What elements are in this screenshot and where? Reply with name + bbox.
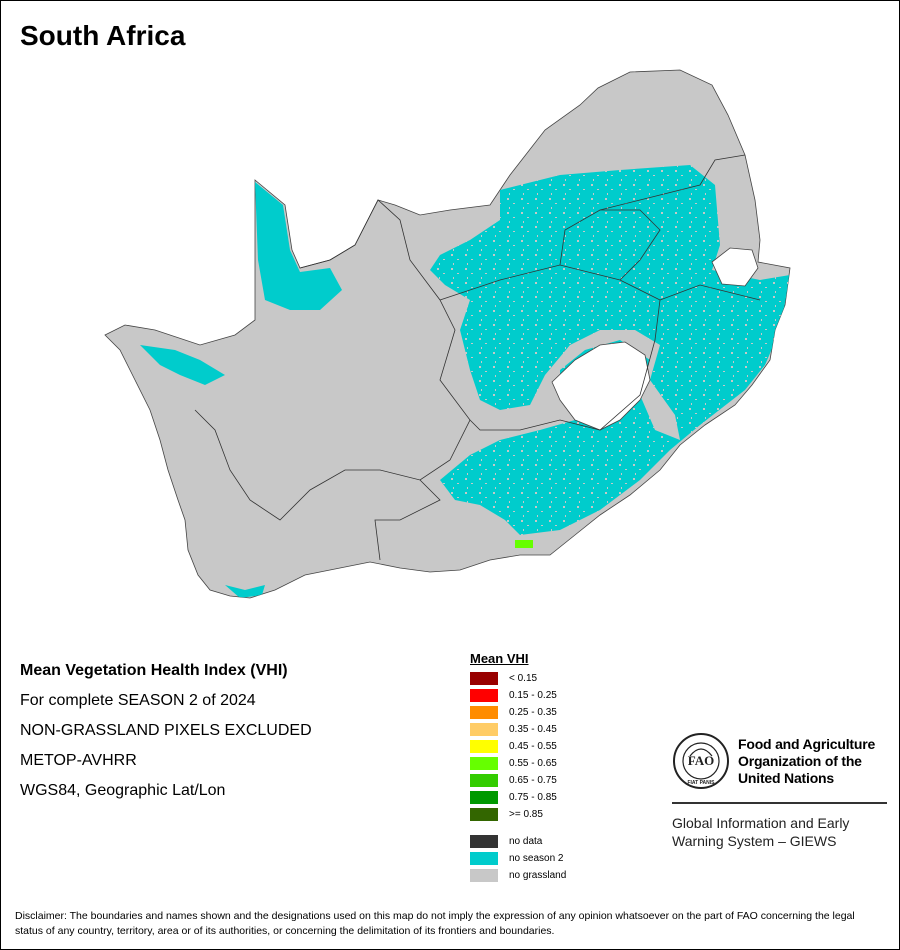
legend-item: 0.55 - 0.65	[470, 755, 566, 772]
legend-title: Mean VHI	[470, 651, 529, 666]
legend-swatch	[470, 791, 498, 804]
legend-item: no data	[470, 833, 566, 850]
legend-label: 0.55 - 0.65	[509, 758, 557, 769]
boundary-limpopo-mpumalanga	[599, 154, 746, 211]
fao-logo-motto: FIAT PANIS	[687, 780, 715, 786]
legend-item: < 0.15	[470, 670, 566, 687]
legend-item: >= 0.85	[470, 806, 566, 823]
fao-divider	[672, 802, 887, 804]
giews-line: Warning System – GIEWS	[672, 833, 837, 849]
no-season-2-areas	[140, 165, 790, 598]
legend-swatch	[470, 757, 498, 770]
legend-label: 0.35 - 0.45	[509, 724, 557, 735]
legend-label: no grassland	[509, 870, 567, 881]
legend-item: 0.35 - 0.45	[470, 721, 566, 738]
info-sensor: METOP-AVHRR	[20, 752, 137, 769]
legend-item: no season 2	[470, 850, 566, 867]
fao-name: Food and Agriculture Organization of the…	[738, 736, 875, 787]
info-title: Mean Vegetation Health Index (VHI)	[20, 662, 288, 679]
legend-item: 0.65 - 0.75	[470, 772, 566, 789]
info-exclusion: NON-GRASSLAND PIXELS EXCLUDED	[20, 722, 312, 739]
legend-label: 0.65 - 0.75	[509, 775, 557, 786]
fao-name-line: Organization of the	[738, 752, 862, 769]
eswatini	[711, 247, 759, 287]
legend-swatch	[470, 774, 498, 787]
legend-swatch	[470, 672, 498, 685]
legend-swatch	[470, 723, 498, 736]
legend-swatch	[470, 835, 498, 848]
legend-item: 0.45 - 0.55	[470, 738, 566, 755]
boundary-gauteng	[559, 209, 661, 281]
fao-block: FAO FIAT PANIS Food and Agriculture Orga…	[672, 732, 888, 850]
legend-item: 0.15 - 0.25	[470, 687, 566, 704]
no-season-area-northwest	[255, 182, 342, 310]
map-title: South Africa	[20, 20, 186, 51]
legend-item: no grassland	[470, 867, 566, 884]
vhi-green-patch	[515, 540, 533, 548]
disclaimer: Disclaimer: The boundaries and names sho…	[15, 910, 855, 937]
info-projection: WGS84, Geographic Lat/Lon	[20, 782, 226, 799]
boundary-free-state	[439, 264, 661, 431]
fao-name-line: United Nations	[738, 769, 834, 786]
fao-name-line: Food and Agriculture	[738, 735, 876, 752]
legend-swatch	[470, 808, 498, 821]
legend-label: 0.45 - 0.55	[509, 741, 557, 752]
legend-item: 0.75 - 0.85	[470, 789, 566, 806]
legend-label: >= 0.85	[509, 809, 543, 820]
legend-label: no data	[509, 836, 543, 847]
province-boundaries	[194, 154, 761, 561]
boundary-kzn	[659, 284, 761, 301]
legend-label: 0.15 - 0.25	[509, 690, 557, 701]
legend-label: 0.75 - 0.85	[509, 792, 557, 803]
legend-label: 0.25 - 0.35	[509, 707, 557, 718]
legend-label: no season 2	[509, 853, 564, 864]
boundary-eastern-cape	[374, 479, 441, 561]
legend-swatch	[470, 869, 498, 882]
no-season-area-west	[140, 345, 225, 385]
legend-swatch	[470, 740, 498, 753]
fao-logo-text: FAO	[688, 753, 714, 768]
legend: Mean VHI < 0.15 0.15 - 0.25 0.25 - 0.35 …	[470, 651, 566, 884]
giews-name: Global Information and Early Warning Sys…	[672, 814, 888, 850]
boundary-northern-cape	[194, 199, 471, 521]
south-africa-map	[104, 69, 791, 599]
legend-swatch	[470, 852, 498, 865]
no-season-area-coast	[225, 585, 265, 598]
giews-line: Global Information and Early	[672, 815, 850, 831]
legend-label: < 0.15	[509, 673, 538, 684]
map-info: Mean Vegetation Health Index (VHI) For c…	[20, 656, 312, 806]
legend-swatch	[470, 689, 498, 702]
info-season: For complete SEASON 2 of 2024	[20, 692, 256, 709]
fao-logo: FAO FIAT PANIS	[673, 733, 729, 789]
legend-item: 0.25 - 0.35	[470, 704, 566, 721]
legend-swatch	[470, 706, 498, 719]
